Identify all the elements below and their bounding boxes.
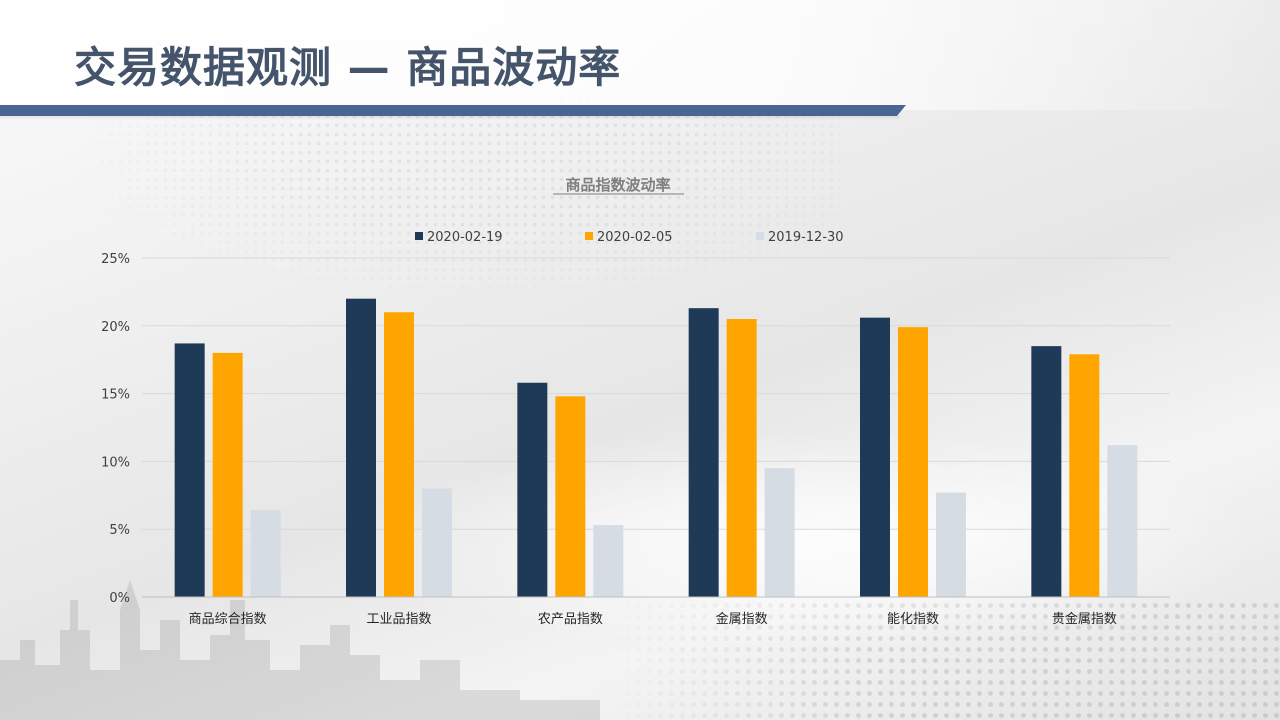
bar	[555, 396, 586, 597]
bar	[726, 319, 757, 597]
x-category-label: 金属指数	[716, 611, 768, 627]
bar	[1069, 354, 1100, 597]
bar	[898, 327, 928, 597]
bar	[688, 308, 719, 597]
y-tick-label: 0%	[109, 591, 130, 606]
bar	[174, 343, 205, 597]
bar	[212, 352, 243, 597]
bar	[936, 492, 966, 597]
background-city-skyline	[0, 580, 600, 720]
y-tick-label: 25%	[101, 252, 130, 267]
x-category-label: 工业品指数	[366, 612, 431, 627]
bar	[384, 312, 414, 597]
bar	[860, 317, 890, 597]
legend-swatch	[415, 232, 423, 240]
axes: 0% 5% 10% 15% 20% 25% 商品综合指数 工业品指数 农产品指数 金属指数 能化指数…	[101, 252, 1170, 627]
x-category-label: 贵金属指数	[1052, 611, 1117, 627]
bar	[517, 382, 548, 597]
gridlines	[142, 257, 1170, 530]
title-underline-bar	[0, 105, 906, 116]
y-tick-label: 15%	[101, 388, 130, 403]
x-category-label: 能化指数	[887, 612, 939, 627]
x-category-label: 农产品指数	[538, 612, 603, 627]
bar	[593, 525, 624, 597]
bar	[764, 468, 795, 597]
page-title: 交易数据观测 — 商品波动率	[74, 43, 622, 92]
legend-swatch	[585, 232, 593, 240]
legend-label: 2020-02-19	[427, 230, 503, 245]
bars	[174, 298, 1138, 597]
y-tick-label: 20%	[101, 320, 130, 335]
legend-label: 2019-12-30	[768, 230, 844, 245]
bar	[250, 510, 281, 597]
header-band	[0, 0, 1280, 110]
legend-label: 2020-02-05	[597, 230, 673, 245]
bar	[422, 488, 452, 597]
title-bar-shadow	[0, 116, 900, 120]
chart-title: 商品指数波动率	[565, 176, 670, 194]
chart-title-group: 商品指数波动率	[553, 176, 684, 195]
bar	[1031, 346, 1062, 597]
x-category-label: 商品综合指数	[189, 612, 267, 627]
legend-swatch	[756, 232, 764, 240]
bar	[346, 298, 376, 597]
y-tick-label: 5%	[109, 523, 130, 538]
y-tick-label: 10%	[101, 455, 130, 470]
bar	[1107, 445, 1138, 597]
legend: 2020-02-19 2020-02-05 2019-12-30	[415, 230, 844, 245]
